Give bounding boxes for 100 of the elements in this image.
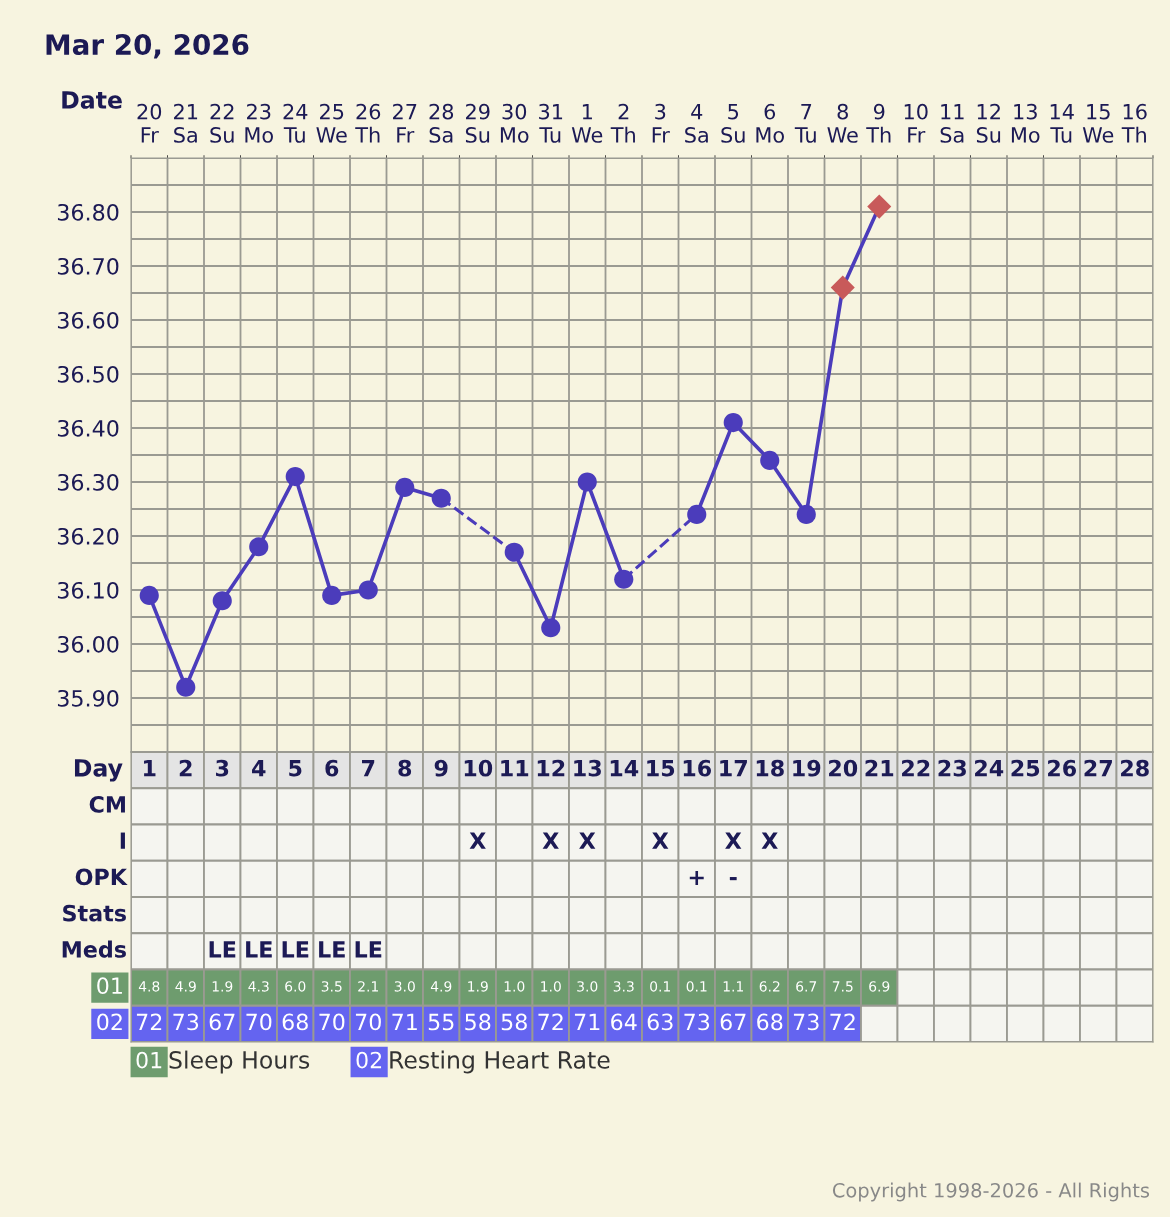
y-tick-label: 36.60 xyxy=(57,311,119,329)
point xyxy=(723,413,743,433)
x-tick-label: 14 xyxy=(610,760,639,777)
text: 71 xyxy=(392,1013,417,1031)
x-tick-label: 21 Sa xyxy=(174,103,198,143)
y-tick-label: OPK xyxy=(75,868,128,886)
x-tick-label: 11 xyxy=(501,760,529,777)
text: 71 xyxy=(574,1013,600,1031)
x-tick-label: 1 We xyxy=(571,104,603,143)
x-tick-label: 29 Su xyxy=(465,103,490,143)
x-tick-label: 15 We xyxy=(1082,104,1114,143)
x-tick-label: 13 xyxy=(574,759,601,777)
x-tick-label: 9 Th xyxy=(866,103,891,143)
x-axis-title: Date xyxy=(62,91,122,109)
x-tick-label: 11 Sa xyxy=(940,104,964,143)
x-tick-label: 25 We xyxy=(316,103,347,143)
text: 6.2 xyxy=(759,981,780,992)
x-tick-label: 1 xyxy=(144,760,156,777)
text: 73 xyxy=(173,1013,199,1031)
y-tick-label: 36.00 xyxy=(57,635,119,653)
x-tick-label: 28 Sa xyxy=(429,103,454,143)
text: Resting Heart Rate xyxy=(390,1050,610,1074)
text: 58 xyxy=(465,1013,491,1031)
text: X xyxy=(652,832,669,849)
text: 3.0 xyxy=(577,981,598,992)
text: 7.5 xyxy=(832,981,853,992)
x-tick-label: 5 xyxy=(289,760,302,777)
x-tick-label: 20 Fr xyxy=(137,103,162,143)
x-tick-label: 15 xyxy=(647,760,675,777)
x-tick-label: 23 Mo xyxy=(245,103,273,143)
y-tick-label: Stats xyxy=(63,904,126,922)
x-tick-label: 25 xyxy=(1011,759,1040,777)
point xyxy=(249,537,269,557)
y-tick-label: 36.40 xyxy=(57,419,119,437)
y-tick-label: 36.50 xyxy=(57,365,119,383)
chart-title: Mar 20, 2026 xyxy=(46,34,249,59)
text: + xyxy=(689,871,704,886)
y-tick-label: 35.90 xyxy=(57,689,119,707)
point xyxy=(796,504,816,524)
x-tick-label: 2 xyxy=(179,759,192,777)
y-tick-label: 36.30 xyxy=(57,473,119,491)
x-tick-label: 6 xyxy=(325,759,339,777)
y-tick-label: I xyxy=(120,832,125,849)
x-tick-label: 9 xyxy=(434,759,448,777)
x-tick-label: 26 Th xyxy=(355,103,381,143)
x-tick-label: 22 xyxy=(902,759,930,777)
point xyxy=(212,591,232,611)
text: LE xyxy=(355,941,382,958)
text: 0.1 xyxy=(686,981,707,992)
x-tick-label: 24 Tu xyxy=(283,103,308,143)
text: 1.1 xyxy=(723,981,744,992)
text: 3.3 xyxy=(613,981,634,992)
x-tick-label: 2 Th xyxy=(610,103,635,143)
y-tick-label: 36.80 xyxy=(57,203,119,221)
text: 4.3 xyxy=(248,981,269,992)
text: 70 xyxy=(355,1013,381,1031)
text: 72 xyxy=(830,1013,855,1031)
text: 0.1 xyxy=(650,981,671,992)
x-tick-label: 5 Su xyxy=(721,104,745,143)
category-label: 01 xyxy=(136,1051,162,1069)
text: - xyxy=(729,877,737,881)
y-tick-label: 36.20 xyxy=(57,527,119,545)
x-tick-label: 31 Tu xyxy=(539,103,563,143)
x-tick-label: 12 Su xyxy=(976,103,1001,143)
text: 4.8 xyxy=(138,981,160,992)
text: LE xyxy=(282,941,309,958)
x-tick-label: 8 xyxy=(398,759,412,777)
text: 68 xyxy=(757,1013,783,1031)
text: 3.0 xyxy=(394,981,415,992)
point xyxy=(867,194,892,219)
x-tick-label: 7 Tu xyxy=(794,104,816,143)
category-label: 02 xyxy=(356,1051,382,1069)
point xyxy=(395,477,415,497)
x-tick-label: 27 Fr xyxy=(393,103,417,143)
point xyxy=(139,585,159,605)
x-tick-label: 24 xyxy=(975,759,1004,777)
x-tick-label: 13 Mo xyxy=(1011,103,1040,143)
point xyxy=(322,585,342,605)
point xyxy=(541,618,561,638)
text: 58 xyxy=(501,1013,527,1031)
text: 68 xyxy=(282,1013,308,1031)
x-tick-label: 10 Fr xyxy=(904,103,928,143)
x-tick-label: 3 xyxy=(216,759,229,777)
text: 72 xyxy=(136,1013,162,1031)
text: X xyxy=(725,832,742,849)
text: 6.0 xyxy=(285,981,306,992)
x-tick-label: 16 xyxy=(683,759,712,777)
text: 70 xyxy=(246,1013,272,1031)
text: X xyxy=(542,832,559,849)
x-tick-label: 22 Su xyxy=(210,103,234,143)
point xyxy=(358,580,378,600)
x-tick-label: 19 xyxy=(793,759,821,777)
x-tick-label: 26 xyxy=(1048,759,1077,777)
y-tick-label: 02 xyxy=(97,1013,122,1031)
x-tick-label: 8 We xyxy=(827,103,858,143)
point xyxy=(760,450,780,470)
text: 55 xyxy=(428,1013,454,1031)
text: 4.9 xyxy=(175,981,196,992)
text: LE xyxy=(246,941,272,958)
text: X xyxy=(579,832,596,849)
